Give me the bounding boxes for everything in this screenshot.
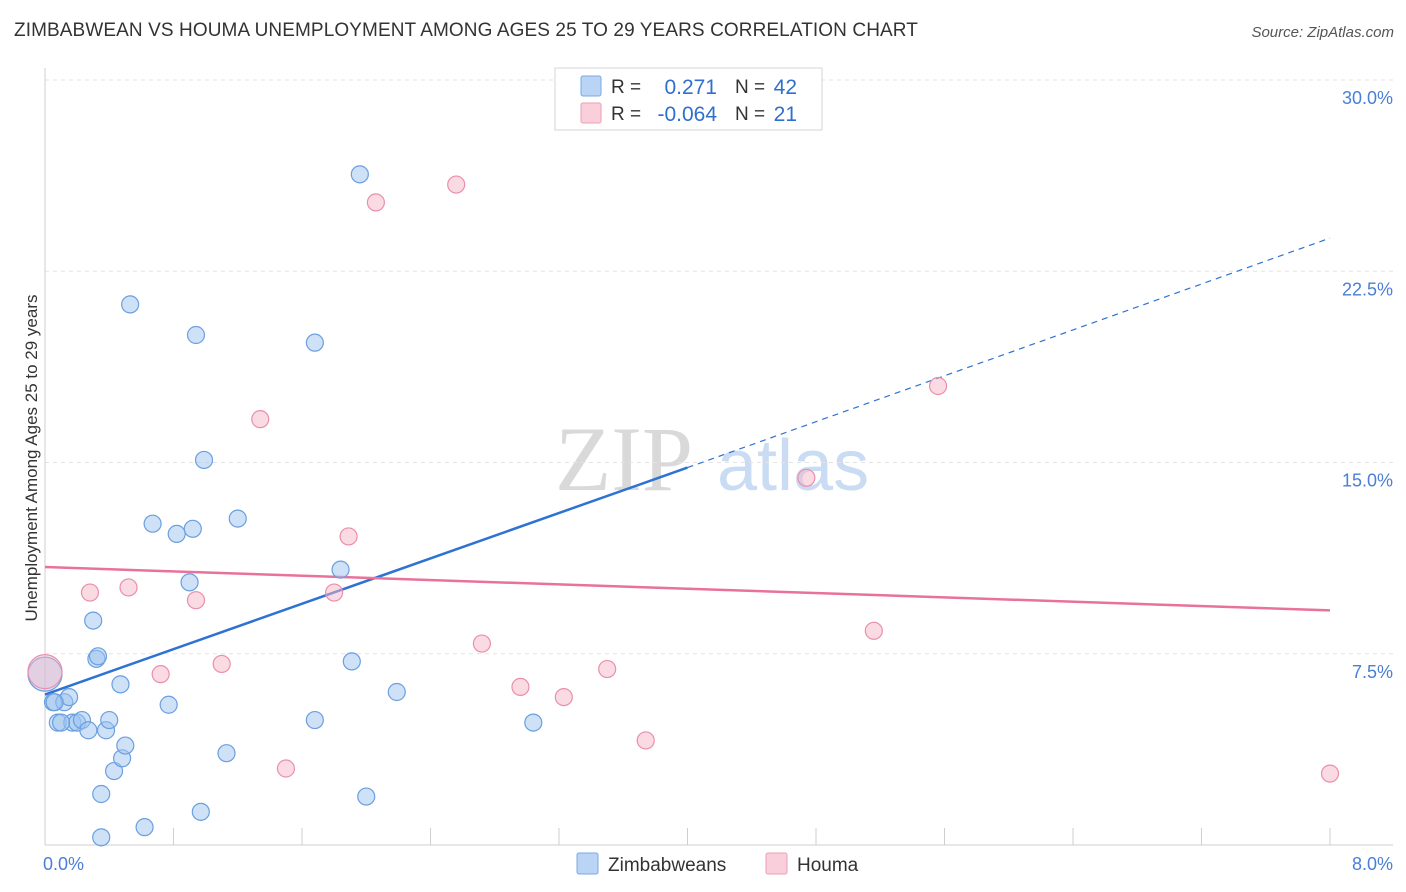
point-houma [366, 193, 385, 212]
point-zimbabweans [305, 333, 324, 352]
point-zimbabweans [350, 165, 369, 184]
point-houma [797, 468, 816, 487]
legend-bottom-zimbabweans: Zimbabweans [608, 855, 726, 876]
point-houma [928, 376, 948, 396]
legend-n-value-2: 21 [774, 103, 797, 126]
point-houma [27, 653, 63, 690]
point-zimbabweans [357, 787, 376, 806]
trend-zimbabweans-extension [687, 237, 1331, 469]
point-zimbabweans [143, 514, 162, 533]
trend-lines [44, 237, 1331, 696]
point-zimbabweans [45, 693, 64, 712]
legend-bottom: Zimbabweans Houma [576, 852, 859, 876]
tick-labels: 7.5% 15.0% 22.5% 30.0% 0.0% 8.0% [43, 88, 1393, 874]
y-tick-label: 7.5% [1352, 662, 1393, 682]
point-zimbabweans [194, 450, 214, 470]
point-zimbabweans [121, 295, 140, 314]
point-houma [554, 687, 573, 707]
point-zimbabweans [180, 573, 199, 592]
data-points [27, 165, 1340, 847]
point-houma [276, 759, 296, 778]
legend-n-label-2: N = [735, 104, 765, 125]
point-zimbabweans [183, 519, 202, 538]
point-zimbabweans [331, 560, 350, 579]
point-zimbabweans [228, 509, 247, 528]
axes [44, 68, 1393, 846]
point-zimbabweans [217, 744, 236, 763]
point-zimbabweans [51, 713, 71, 732]
point-zimbabweans [387, 682, 406, 702]
x-tick-label: 0.0% [43, 854, 84, 874]
point-houma [186, 591, 206, 610]
point-zimbabweans [84, 611, 103, 630]
y-tick-label: 22.5% [1342, 279, 1393, 299]
point-zimbabweans [135, 818, 154, 837]
gridlines [45, 79, 1393, 655]
point-zimbabweans [116, 736, 135, 755]
point-houma [212, 654, 231, 674]
legend-n-value-1: 42 [774, 76, 797, 99]
point-houma [864, 621, 883, 640]
trend-houma [44, 565, 1331, 612]
legend-bottom-houma: Houma [797, 855, 859, 876]
point-zimbabweans [92, 784, 111, 804]
legend-swatch-houma [580, 102, 602, 124]
legend-swatch-zimbabweans [580, 75, 602, 97]
x-tick-label: 8.0% [1352, 854, 1393, 874]
chart-title: ZIMBABWEAN VS HOUMA UNEMPLOYMENT AMONG A… [14, 20, 918, 41]
y-axis-label: Unemployment Among Ages 25 to 29 years [22, 295, 41, 622]
point-houma [151, 665, 170, 684]
point-zimbabweans [167, 524, 186, 544]
point-zimbabweans [342, 652, 361, 671]
legend-r-value-1: 0.271 [664, 76, 717, 99]
source-label: Source: ZipAtlas.com [1251, 24, 1394, 41]
legend-r-label-1: R = [611, 77, 641, 98]
point-zimbabweans [524, 713, 543, 732]
watermark-atlas: atlas [717, 426, 869, 506]
point-houma [1320, 764, 1340, 783]
point-houma [598, 659, 617, 679]
y-tick-label: 30.0% [1342, 88, 1393, 108]
legend-bottom-swatch-zimbabweans [576, 852, 599, 875]
point-zimbabweans [79, 721, 98, 740]
point-houma [251, 410, 270, 429]
point-houma [339, 527, 358, 546]
legend-top: R = 0.271 N = 42 R = -0.064 N = 21 [554, 67, 823, 131]
point-houma [472, 634, 491, 653]
point-zimbabweans [88, 647, 108, 666]
legend-bottom-swatch-houma [765, 852, 788, 875]
point-houma [447, 175, 466, 194]
point-zimbabweans [186, 325, 206, 345]
point-zimbabweans [191, 802, 210, 821]
point-zimbabweans [92, 828, 111, 847]
point-houma [119, 578, 138, 597]
point-zimbabweans [305, 710, 324, 730]
point-houma [511, 677, 530, 697]
trend-zimbabweans [44, 466, 688, 696]
point-houma [636, 731, 655, 750]
y-tick-label: 15.0% [1342, 471, 1393, 491]
point-houma [325, 583, 344, 602]
legend-r-value-2: -0.064 [657, 103, 717, 126]
point-houma [80, 583, 100, 602]
legend-r-label-2: R = [611, 104, 641, 125]
watermark-zip: ZIP [555, 408, 693, 510]
point-zimbabweans [111, 675, 130, 694]
point-zimbabweans [159, 695, 178, 714]
point-zimbabweans [100, 710, 119, 730]
legend-n-label-1: N = [735, 77, 765, 98]
